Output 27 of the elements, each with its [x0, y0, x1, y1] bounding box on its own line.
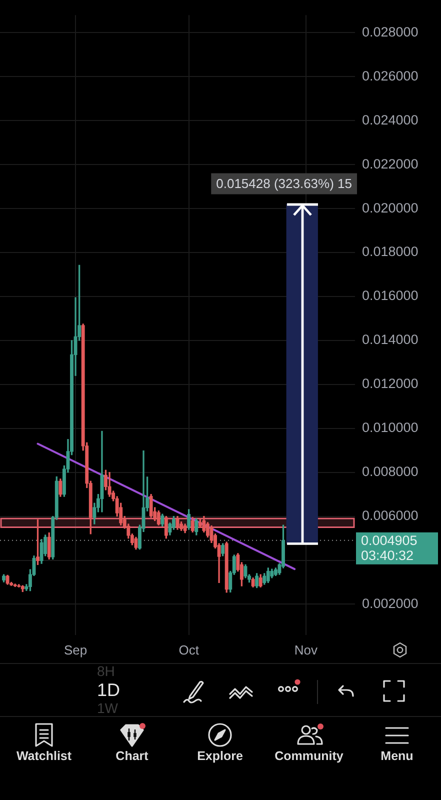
y-tick-label: 0.026000 — [362, 68, 418, 84]
y-tick-label: 0.018000 — [362, 244, 418, 260]
ref-line-label: 0.004905 — [361, 533, 418, 548]
text: 8H — [97, 663, 115, 679]
y-tick-label: 0.022000 — [362, 156, 418, 172]
y-tick-label: 0.006000 — [362, 508, 418, 524]
y-tick-label: 0.016000 — [362, 288, 418, 304]
x-tick-label: Oct — [178, 642, 200, 658]
y-tick-label: 0.002000 — [362, 596, 418, 611]
text: 1W — [97, 700, 118, 716]
text: 1D — [97, 680, 120, 700]
text: Menu — [380, 749, 414, 764]
text: Community — [274, 749, 344, 764]
text: Watchlist — [16, 749, 72, 764]
text: 03:40:32 — [361, 548, 414, 564]
y-tick-label: 0.028000 — [362, 24, 418, 40]
y-tick-label: 0.020000 — [362, 200, 418, 216]
text: Explore — [197, 749, 243, 764]
annotation: 0.015428 (323.63%) 15 — [216, 176, 352, 191]
y-tick-label: 0.010000 — [362, 420, 418, 436]
y-tick-label: 0.014000 — [362, 332, 418, 348]
x-tick-label: Sep — [64, 642, 88, 658]
y-tick-label: 0.008000 — [362, 464, 418, 480]
y-tick-label: 0.012000 — [362, 376, 418, 392]
x-tick-label: Nov — [294, 642, 318, 658]
y-tick-label: 0.024000 — [362, 112, 418, 128]
text: Chart — [116, 749, 148, 764]
